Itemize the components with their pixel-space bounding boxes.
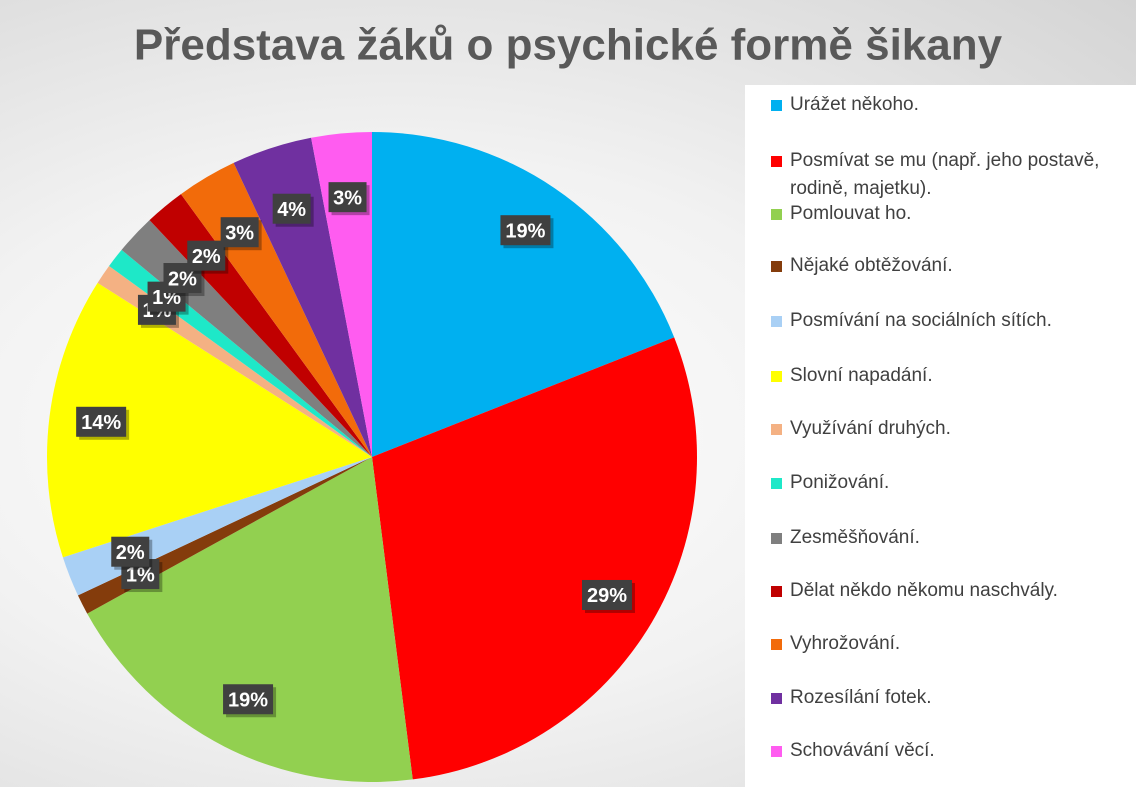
legend-label: Zesměšňování.: [790, 527, 920, 548]
data-label: 2%: [192, 246, 221, 268]
data-label-box: [581, 579, 632, 610]
legend-swatch: [771, 209, 782, 220]
data-label-box: [500, 215, 551, 246]
legend-label: Dělat někdo někomu naschvály.: [790, 580, 1058, 601]
legend-item: Využívání druhých.: [771, 415, 1131, 443]
legend-swatch: [771, 156, 782, 167]
legend-swatch: [771, 100, 782, 111]
pie-slice: [372, 337, 697, 780]
data-label: 14%: [81, 412, 121, 434]
legend-item: Dělat někdo někomu naschvály.: [771, 577, 1131, 605]
data-label: 3%: [333, 187, 362, 209]
legend-swatch: [771, 261, 782, 272]
legend-swatch: [771, 586, 782, 597]
data-label: 19%: [505, 220, 545, 242]
legend-label: Schovávání věcí.: [790, 740, 935, 761]
legend-item: Vyhrožování.: [771, 630, 1131, 658]
data-label: 2%: [168, 268, 197, 290]
legend-label: Vyhrožování.: [790, 633, 901, 654]
legend-item: Slovní napadání.: [771, 362, 1131, 390]
legend-swatch: [771, 533, 782, 544]
data-label-box: [220, 217, 259, 248]
legend-swatch: [771, 478, 782, 489]
legend-label: Slovní napadání.: [790, 365, 933, 386]
legend-swatch: [771, 316, 782, 327]
legend-swatch: [771, 424, 782, 435]
legend-item: Schovávání věcí.: [771, 737, 1131, 765]
pie-slice: [233, 137, 372, 457]
legend-item: Ponižování.: [771, 469, 1131, 497]
legend-item: Nějaké obtěžování.: [771, 252, 1131, 280]
data-label: 2%: [116, 542, 145, 564]
legend-label: Nějaké obtěžování.: [790, 255, 953, 276]
data-label-box: [111, 536, 150, 567]
legend-label: Využívání druhých.: [790, 418, 951, 439]
pie-slice: [87, 457, 413, 782]
data-label-box: [272, 193, 311, 224]
legend-label: Posmívání na sociálních sítích.: [790, 310, 1052, 331]
legend-item: Posmívání na sociálních sítích.: [771, 307, 1131, 335]
data-label-box: [328, 182, 367, 213]
legend-item: Urážet někoho.: [771, 91, 1131, 119]
legend-swatch: [771, 639, 782, 650]
pie-slice: [311, 132, 372, 457]
legend-label: Ponižování.: [790, 472, 890, 493]
legend-swatch: [771, 746, 782, 757]
data-label: 29%: [587, 585, 627, 607]
legend-label: Urážet někoho.: [790, 94, 919, 115]
chart-title: Představa žáků o psychické formě šikany: [134, 21, 1003, 70]
data-label: 4%: [277, 199, 306, 221]
legend-swatch: [771, 693, 782, 704]
pie-slice: [372, 132, 675, 457]
legend-item: Posmívat se mu (např. jeho postavě, rodi…: [771, 147, 1131, 203]
legend-item: Rozesílání fotek.: [771, 684, 1131, 712]
data-label: 19%: [228, 690, 268, 712]
legend-label: Posmívat se mu (např. jeho postavě, rodi…: [790, 150, 1100, 199]
legend-label: Pomlouvat ho.: [790, 203, 912, 224]
legend-item: Zesměšňování.: [771, 524, 1131, 552]
pie-slice: [47, 282, 373, 558]
legend: Urážet někoho. Posmívat se mu (např. jeho…: [745, 85, 1136, 787]
legend-label: Rozesílání fotek.: [790, 687, 932, 708]
legend-item: Pomlouvat ho.: [771, 200, 1131, 228]
legend-swatch: [771, 371, 782, 382]
data-label: 3%: [225, 222, 254, 244]
data-label: 1%: [126, 564, 155, 586]
data-label-box: [187, 240, 226, 271]
data-label-box: [223, 684, 274, 715]
data-label-box: [76, 406, 127, 437]
